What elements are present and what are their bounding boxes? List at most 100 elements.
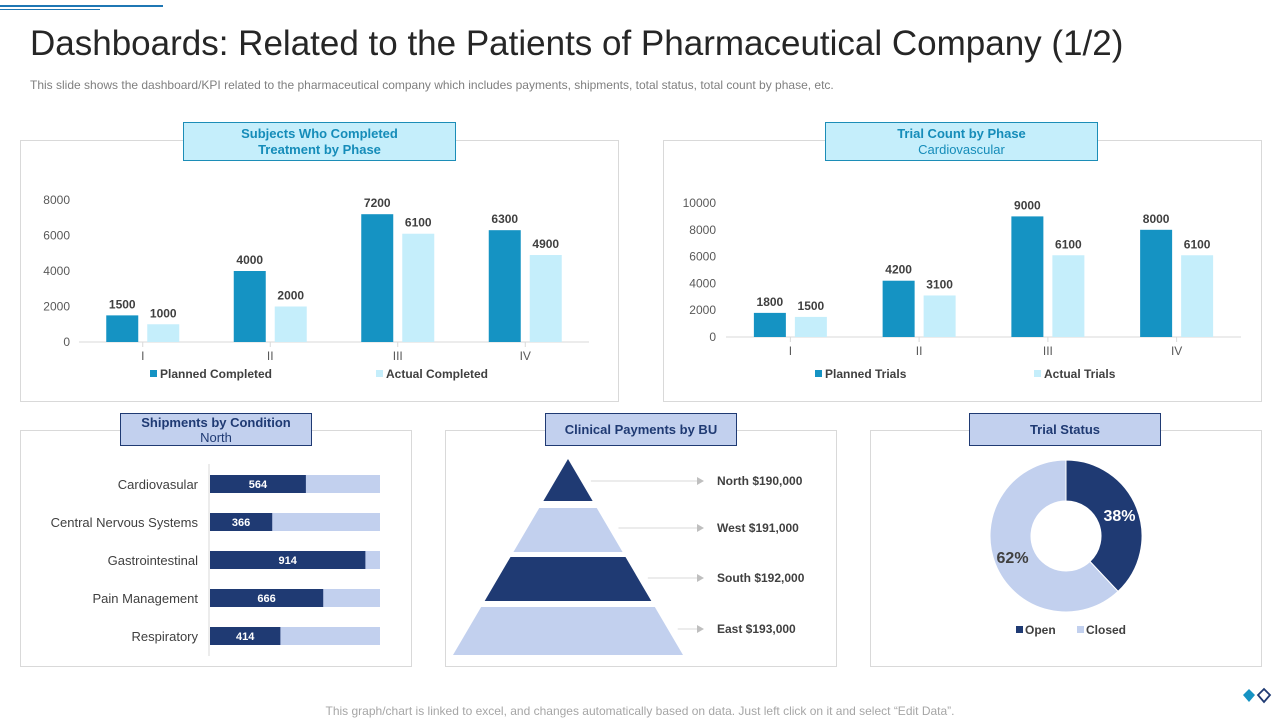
bar-actual — [274, 306, 307, 342]
bar-actual — [1052, 255, 1085, 337]
trial-status-title: Trial Status — [1029, 422, 1101, 437]
legend-swatch — [1077, 626, 1084, 633]
x-tick-label: I — [789, 344, 792, 358]
payment-label: East $193,000 — [717, 622, 796, 636]
brand-logo-icon — [1243, 687, 1272, 704]
category-label: Cardiovasular — [118, 477, 199, 492]
slice-label: 38% — [1103, 508, 1135, 525]
x-tick-label: II — [916, 344, 923, 358]
footer-note: This graph/chart is linked to excel, and… — [325, 704, 955, 718]
bar-actual — [402, 233, 435, 342]
bar-planned — [488, 230, 521, 342]
y-tick-label: 0 — [709, 330, 716, 344]
y-tick-label: 2000 — [689, 303, 716, 317]
y-tick-label: 6000 — [689, 250, 716, 264]
legend-label: Closed — [1086, 623, 1126, 637]
bar-value — [210, 513, 273, 531]
shipments-subtitle: North — [200, 430, 232, 445]
data-label: 4900 — [532, 237, 559, 251]
bar-value — [210, 551, 366, 569]
bar-actual — [794, 316, 827, 337]
x-tick-label: IV — [520, 349, 531, 363]
category-label: Respiratory — [132, 629, 199, 644]
y-tick-label: 0 — [63, 335, 70, 349]
data-label: 414 — [236, 631, 255, 643]
data-label: 564 — [249, 479, 268, 491]
legend-label: Actual Trials — [1044, 367, 1116, 381]
legend-swatch — [1034, 370, 1041, 377]
bar-planned — [361, 214, 394, 342]
category-label: Pain Management — [92, 591, 198, 606]
data-label: 366 — [232, 517, 250, 529]
trial-status-chart[interactable]: 38% 62% Open Closed — [871, 431, 1261, 666]
trial-count-panel: 0 2000 4000 6000 8000 10000 1800 1500 I 4200 3100 I… — [663, 140, 1262, 402]
subjects-title-line1: Subjects Who Completed — [241, 126, 398, 141]
y-tick-label: 2000 — [43, 300, 70, 314]
y-tick-label: 4000 — [689, 276, 716, 290]
data-label: 666 — [257, 593, 275, 605]
data-label: 6100 — [1055, 237, 1082, 251]
shipments-panel: Cardiovasular 564 Central Nervous Systems 3… — [20, 430, 412, 667]
bar-planned — [106, 315, 139, 342]
y-tick-label: 6000 — [43, 229, 70, 243]
pyramid-layer — [484, 557, 652, 601]
data-label: 8000 — [1143, 212, 1170, 226]
legend-label: Planned Completed — [160, 367, 272, 381]
bar-actual — [923, 295, 956, 337]
bar-value — [210, 475, 306, 493]
data-label: 1800 — [757, 295, 784, 309]
bar-planned — [233, 271, 266, 342]
y-tick-label: 4000 — [43, 264, 70, 278]
x-tick-label: III — [1043, 344, 1053, 358]
shipments-header: Shipments by Condition North — [120, 413, 312, 446]
category-label: Gastrointestinal — [108, 553, 198, 568]
trial-count-chart[interactable]: 0 2000 4000 6000 8000 10000 1800 1500 I 4200 3100 I… — [664, 141, 1261, 401]
leader-arrow — [697, 574, 704, 582]
y-tick-label: 8000 — [43, 193, 70, 207]
legend-label: Planned Trials — [825, 367, 907, 381]
bar-value — [210, 627, 281, 645]
data-label: 6100 — [1184, 237, 1211, 251]
leader-arrow — [697, 524, 704, 532]
bar-planned — [1140, 229, 1173, 337]
payments-title: Clinical Payments by BU — [564, 422, 718, 437]
top-accent-line-short — [0, 9, 100, 10]
trial-count-header: Trial Count by Phase Cardiovascular — [825, 122, 1098, 161]
trial-status-header: Trial Status — [969, 413, 1161, 446]
pyramid-layer — [453, 607, 683, 655]
page-title: Dashboards: Related to the Patients of P… — [30, 24, 1124, 63]
subjects-panel: 0 2000 4000 6000 8000 1500 1000 I 4000 2000 II 7200… — [20, 140, 619, 402]
trial-count-subtitle: Cardiovascular — [918, 142, 1005, 157]
trial-count-title: Trial Count by Phase — [897, 126, 1026, 141]
payment-label: South $192,000 — [717, 571, 805, 585]
leader-arrow — [697, 625, 704, 633]
bar-actual — [147, 324, 180, 342]
bar-planned — [753, 312, 786, 337]
legend-swatch — [376, 370, 383, 377]
data-label: 4000 — [236, 253, 263, 267]
bar-planned — [1011, 216, 1044, 337]
bar-actual — [529, 255, 562, 342]
data-label: 7200 — [364, 196, 391, 210]
donut-slice-open — [1065, 459, 1143, 593]
legend-label: Actual Completed — [386, 367, 488, 381]
x-tick-label: II — [267, 349, 274, 363]
y-tick-label: 8000 — [689, 223, 716, 237]
shipments-chart[interactable]: Cardiovasular 564 Central Nervous Systems 3… — [21, 431, 411, 666]
payment-label: North $190,000 — [717, 474, 803, 488]
leader-arrow — [697, 477, 704, 485]
slice-label: 62% — [997, 550, 1029, 567]
pyramid-layer — [543, 459, 593, 501]
payments-header: Clinical Payments by BU — [545, 413, 737, 446]
data-label: 2000 — [277, 289, 304, 303]
y-tick-label: 10000 — [683, 196, 717, 210]
data-label: 6100 — [405, 216, 432, 230]
payments-chart[interactable]: North $190,000 West $191,000 South $192,00… — [446, 431, 836, 666]
donut-slice-closed — [989, 459, 1119, 613]
data-label: 3100 — [926, 277, 953, 291]
data-label: 9000 — [1014, 198, 1041, 212]
subjects-chart[interactable]: 0 2000 4000 6000 8000 1500 1000 I 4000 2000 II 7200… — [21, 141, 618, 401]
data-label: 914 — [279, 555, 298, 567]
data-label: 6300 — [491, 212, 518, 226]
legend-label: Open — [1025, 623, 1056, 637]
